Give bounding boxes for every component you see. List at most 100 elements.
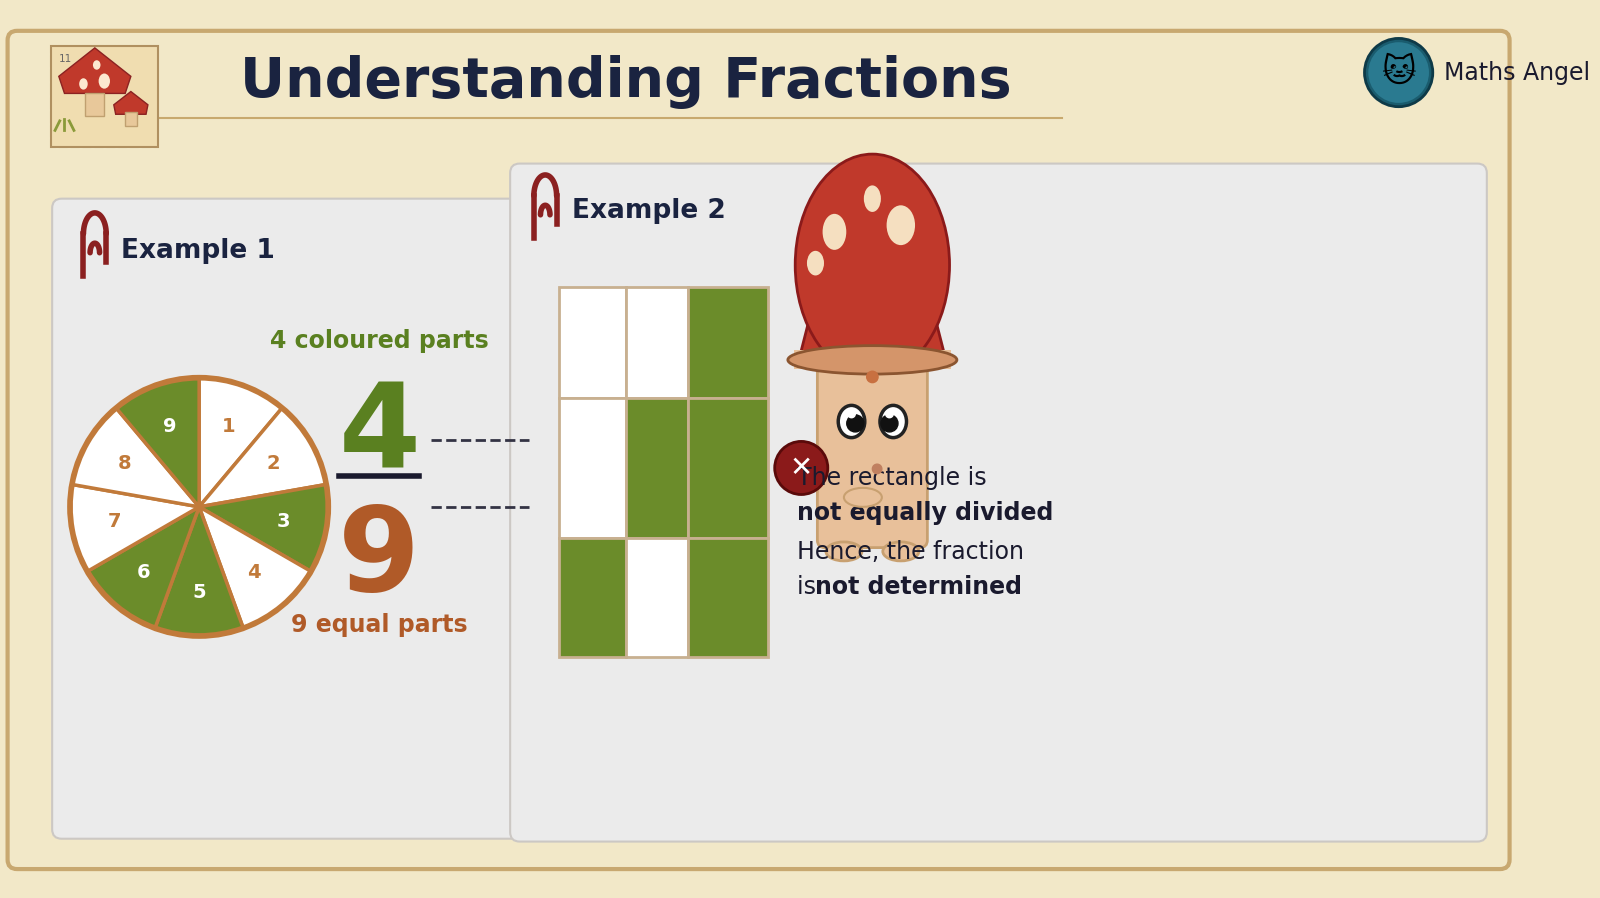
Text: Example 1: Example 1	[122, 238, 275, 264]
Text: 4 coloured parts: 4 coloured parts	[270, 329, 488, 353]
Wedge shape	[198, 485, 326, 571]
Text: 9 equal parts: 9 equal parts	[291, 613, 467, 638]
Circle shape	[846, 415, 864, 432]
Text: Example 2: Example 2	[571, 198, 725, 224]
Text: The rectangle is: The rectangle is	[797, 466, 986, 490]
Text: Hence, the fraction: Hence, the fraction	[797, 541, 1024, 564]
Circle shape	[66, 149, 72, 155]
Ellipse shape	[843, 488, 882, 506]
Circle shape	[125, 149, 131, 155]
FancyBboxPatch shape	[510, 163, 1486, 841]
Text: 6: 6	[138, 563, 150, 582]
Polygon shape	[114, 92, 147, 114]
Bar	[794, 350, 950, 369]
Circle shape	[160, 135, 168, 142]
Circle shape	[886, 410, 893, 418]
Text: Maths Angel: Maths Angel	[1445, 60, 1590, 84]
FancyBboxPatch shape	[53, 198, 536, 839]
Circle shape	[42, 92, 50, 100]
Circle shape	[160, 79, 168, 85]
FancyBboxPatch shape	[8, 31, 1509, 869]
Circle shape	[149, 149, 155, 155]
Circle shape	[848, 410, 856, 418]
FancyBboxPatch shape	[818, 352, 928, 548]
Bar	[560, 538, 626, 656]
Ellipse shape	[838, 405, 864, 437]
Circle shape	[42, 149, 50, 155]
Bar	[560, 286, 626, 398]
Circle shape	[872, 464, 882, 473]
Ellipse shape	[1368, 42, 1429, 103]
Wedge shape	[198, 409, 325, 506]
Circle shape	[42, 135, 50, 142]
Text: 5: 5	[192, 583, 206, 603]
Wedge shape	[155, 506, 243, 635]
Text: 9: 9	[163, 417, 176, 436]
Ellipse shape	[78, 78, 88, 90]
Ellipse shape	[99, 74, 110, 89]
Text: 1: 1	[222, 417, 235, 436]
Circle shape	[138, 37, 144, 44]
Circle shape	[138, 149, 144, 155]
Bar	[688, 398, 768, 538]
Bar	[626, 538, 688, 656]
Wedge shape	[70, 485, 198, 571]
Circle shape	[42, 79, 50, 85]
Polygon shape	[798, 207, 946, 360]
Circle shape	[54, 149, 61, 155]
Circle shape	[882, 415, 898, 432]
Ellipse shape	[822, 214, 846, 250]
Bar	[51, 46, 158, 146]
Text: 4: 4	[338, 378, 421, 493]
Bar	[688, 538, 768, 656]
Circle shape	[42, 121, 50, 128]
Circle shape	[42, 37, 50, 44]
Text: is: is	[797, 576, 822, 600]
Bar	[626, 398, 688, 538]
Circle shape	[101, 149, 109, 155]
Wedge shape	[198, 379, 282, 506]
Circle shape	[160, 92, 168, 100]
Ellipse shape	[886, 206, 915, 245]
Circle shape	[42, 37, 50, 44]
Wedge shape	[117, 379, 198, 506]
Ellipse shape	[795, 154, 949, 376]
Ellipse shape	[787, 346, 957, 374]
Circle shape	[42, 65, 50, 72]
Text: 7: 7	[107, 512, 122, 532]
Text: ✕: ✕	[790, 454, 813, 482]
Circle shape	[160, 37, 168, 44]
Bar	[125, 112, 136, 126]
Circle shape	[78, 149, 85, 155]
Ellipse shape	[93, 60, 101, 70]
Text: 9: 9	[338, 501, 421, 617]
Circle shape	[78, 37, 85, 44]
Circle shape	[54, 37, 61, 44]
Circle shape	[90, 37, 96, 44]
Text: 🐱: 🐱	[1381, 56, 1416, 89]
Circle shape	[101, 37, 109, 44]
Wedge shape	[74, 409, 198, 506]
Circle shape	[42, 107, 50, 113]
Circle shape	[149, 37, 155, 44]
Circle shape	[114, 37, 120, 44]
Bar	[560, 398, 626, 538]
Bar	[626, 286, 688, 398]
Text: 2: 2	[267, 454, 280, 473]
Ellipse shape	[880, 405, 907, 437]
Text: 8: 8	[118, 454, 131, 473]
Circle shape	[42, 51, 50, 57]
Ellipse shape	[883, 541, 918, 561]
Text: 3: 3	[277, 512, 290, 532]
Text: not determined: not determined	[816, 576, 1022, 600]
Circle shape	[160, 65, 168, 72]
Circle shape	[160, 149, 168, 155]
Circle shape	[160, 121, 168, 128]
Circle shape	[867, 371, 878, 383]
Ellipse shape	[806, 251, 824, 276]
Wedge shape	[88, 506, 198, 627]
Text: 4: 4	[248, 563, 261, 582]
Circle shape	[774, 442, 827, 495]
Circle shape	[160, 37, 168, 44]
Bar	[688, 286, 768, 398]
